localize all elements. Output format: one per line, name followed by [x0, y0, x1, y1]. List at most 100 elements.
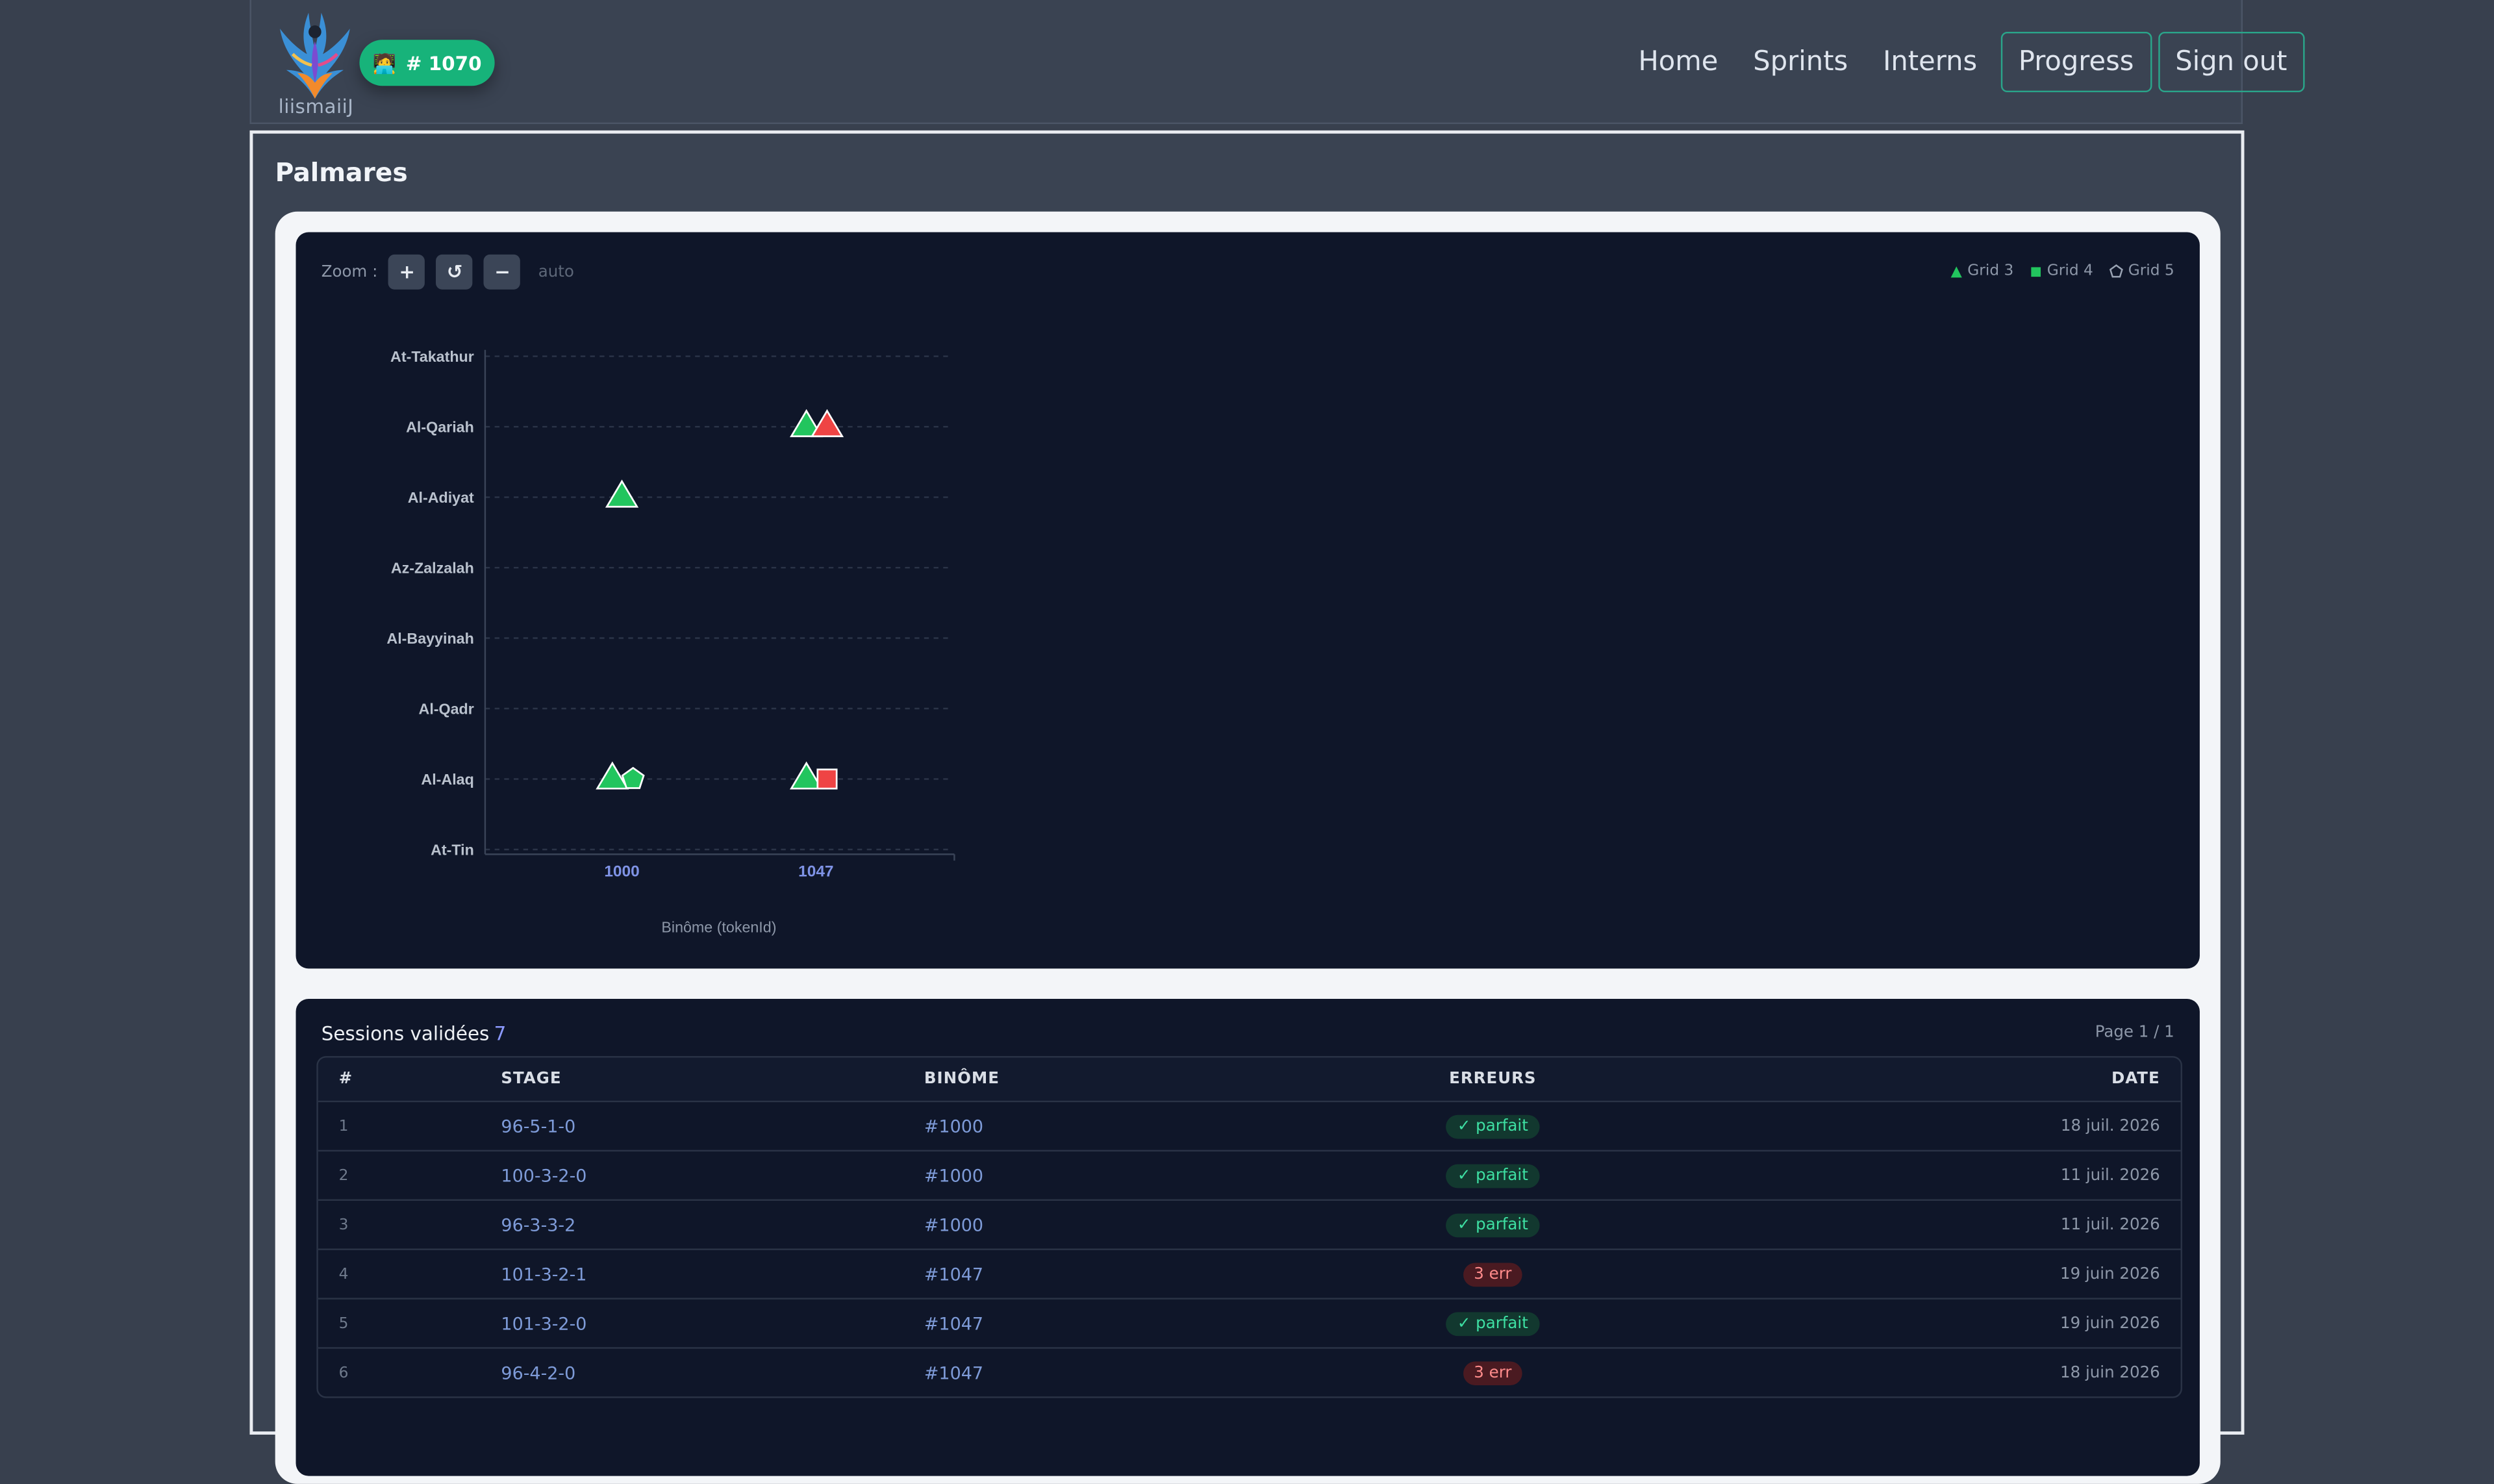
- stage-link[interactable]: 100-3-2-0: [501, 1164, 587, 1186]
- date-cell: 18 juin 2026: [2060, 1364, 2160, 1381]
- data-point-square: [816, 768, 838, 790]
- sessions-title: Sessions validées 7: [321, 1023, 507, 1045]
- main-nav: Home Sprints Interns Progress Sign out: [1621, 31, 2305, 93]
- legend-grid-4[interactable]: Grid 4: [2030, 262, 2093, 280]
- data-point-pentagon: [621, 766, 645, 789]
- y-tick-label: Al-Adiyat: [408, 489, 474, 506]
- y-tick-label: Al-Qariah: [406, 419, 474, 436]
- stage-link[interactable]: 101-3-2-0: [501, 1313, 587, 1334]
- errors-cell: 3 err: [1322, 1361, 1664, 1385]
- top-header: liismaiiJ: [249, 0, 2243, 125]
- logo-text: liismaiiJ: [278, 95, 354, 118]
- data-point-triangle: [605, 479, 639, 508]
- legend-label: Grid 4: [2047, 262, 2093, 281]
- binome-link[interactable]: #1000: [924, 1164, 984, 1186]
- row-number: 2: [338, 1166, 349, 1185]
- legend-label: Grid 3: [1967, 262, 2014, 281]
- col-header-number[interactable]: #: [338, 1070, 353, 1088]
- stage-link[interactable]: 96-5-1-0: [501, 1115, 576, 1137]
- col-header-stage[interactable]: STAGE: [501, 1070, 562, 1088]
- binome-link[interactable]: #1047: [924, 1362, 984, 1383]
- errors-badge: ✓ parfait: [1446, 1311, 1539, 1335]
- errors-cell: 3 err: [1322, 1262, 1664, 1286]
- stage-link[interactable]: 96-3-3-2: [501, 1214, 576, 1235]
- y-tick-label: Al-Qadr: [419, 701, 474, 718]
- user-badge[interactable]: 🧑‍💻 # 1070: [359, 40, 495, 86]
- table-row[interactable]: 2 100-3-2-0 #1000 ✓ parfait 11 juil. 2026: [318, 1150, 2181, 1200]
- errors-cell: ✓ parfait: [1322, 1311, 1664, 1335]
- errors-badge: ✓ parfait: [1446, 1163, 1539, 1188]
- date-cell: 18 juil. 2026: [2060, 1117, 2160, 1135]
- errors-badge: ✓ parfait: [1446, 1213, 1539, 1237]
- pentagon-icon: [2109, 264, 2123, 278]
- row-number: 5: [338, 1314, 349, 1333]
- table-row[interactable]: 5 101-3-2-0 #1047 ✓ parfait 19 juin 2026: [318, 1298, 2181, 1347]
- y-tick-label: Al-Bayyinah: [386, 630, 473, 647]
- col-header-errors[interactable]: ERREURS: [1449, 1070, 1537, 1088]
- nav-sprints[interactable]: Sprints: [1753, 46, 1848, 78]
- data-point-triangle: [596, 761, 629, 790]
- page-info: Page 1 / 1: [2095, 1024, 2174, 1042]
- row-number: 4: [338, 1265, 349, 1283]
- x-tick-label: 1000: [604, 863, 639, 881]
- sessions-count: 7: [494, 1022, 507, 1045]
- zoom-label: Zoom :: [321, 263, 378, 281]
- row-number: 3: [338, 1216, 349, 1234]
- errors-badge: 3 err: [1463, 1262, 1523, 1286]
- errors-badge: 3 err: [1463, 1361, 1523, 1385]
- x-tick-label: 1047: [798, 863, 833, 881]
- legend-label: Grid 5: [2128, 262, 2174, 281]
- phoenix-logo-icon[interactable]: [273, 6, 356, 118]
- zoom-out-button[interactable]: −: [484, 254, 521, 290]
- table-body: 1 96-5-1-0 #1000 ✓ parfait 18 juil. 2026 2 100…: [318, 1100, 2181, 1397]
- scatter-chart: At-Takathur Al-Qariah Al-Adiyat Az-Zalzalah…: [386, 348, 955, 935]
- page-title: Palmares: [275, 157, 408, 188]
- date-cell: 19 juin 2026: [2060, 1314, 2160, 1333]
- data-point-triangle: [810, 409, 844, 438]
- stage-link[interactable]: 101-3-2-1: [501, 1263, 587, 1285]
- data-point-triangle: [790, 761, 824, 790]
- stage-link[interactable]: 96-4-2-0: [501, 1362, 576, 1383]
- zoom-reset-button[interactable]: ↺: [436, 254, 473, 290]
- nav-progress[interactable]: Progress: [2000, 31, 2152, 93]
- nav-interns[interactable]: Interns: [1883, 46, 1978, 78]
- legend-grid-3[interactable]: Grid 3: [1950, 262, 2013, 280]
- binome-link[interactable]: #1047: [924, 1313, 984, 1334]
- errors-cell: ✓ parfait: [1322, 1114, 1664, 1138]
- binome-link[interactable]: #1000: [924, 1115, 984, 1137]
- binome-link[interactable]: #1047: [924, 1263, 984, 1285]
- avatar-icon: 🧑‍💻: [372, 51, 397, 74]
- x-axis-title: Binôme (tokenId): [661, 918, 776, 935]
- table-row[interactable]: 6 96-4-2-0 #1047 3 err 18 juin 2026: [318, 1347, 2181, 1396]
- table-row[interactable]: 4 101-3-2-1 #1047 3 err 19 juin 2026: [318, 1248, 2181, 1298]
- sessions-table: # STAGE BINÔME ERREURS DATE 1 96-5-1-0 #10…: [316, 1056, 2183, 1398]
- triangle-icon: [1950, 265, 1962, 277]
- table-row[interactable]: 3 96-3-3-2 #1000 ✓ parfait 11 juil. 2026: [318, 1199, 2181, 1249]
- nav-sign-out[interactable]: Sign out: [2158, 31, 2305, 93]
- page: liismaiiJ 🧑‍💻 # 1070 Home Sprints Intern…: [249, 0, 2305, 1484]
- table-row[interactable]: 1 96-5-1-0 #1000 ✓ parfait 18 juil. 2026: [318, 1100, 2181, 1150]
- chart-card: At-Takathur Al-Qariah Al-Adiyat Az-Zalzalah…: [296, 232, 2200, 969]
- binome-link[interactable]: #1000: [924, 1214, 984, 1235]
- y-tick-label: At-Takathur: [390, 348, 474, 365]
- user-badge-label: # 1070: [405, 51, 482, 74]
- main-panel: Palmares At-Takathur Al-Qariah Al-Adiyat Az…: [249, 130, 2245, 1484]
- y-tick-label: Az-Zalzalah: [391, 560, 474, 577]
- legend-grid-5[interactable]: Grid 5: [2109, 262, 2174, 280]
- zoom-mode: auto: [538, 263, 574, 281]
- y-tick-label: Al-Alaq: [421, 771, 473, 788]
- date-cell: 19 juin 2026: [2060, 1265, 2160, 1283]
- row-number: 6: [338, 1364, 349, 1381]
- table-header-row: # STAGE BINÔME ERREURS DATE: [318, 1057, 2181, 1101]
- zoom-controls: Zoom : + ↺ − auto: [321, 254, 574, 290]
- errors-badge: ✓ parfait: [1446, 1114, 1539, 1138]
- sessions-title-text: Sessions validées: [321, 1022, 490, 1045]
- content-wrapper: At-Takathur Al-Qariah Al-Adiyat Az-Zalzalah…: [275, 211, 2221, 1484]
- nav-home[interactable]: Home: [1638, 46, 1719, 78]
- col-header-binome[interactable]: BINÔME: [924, 1070, 1000, 1088]
- data-point-triangle: [790, 409, 824, 438]
- zoom-in-button[interactable]: +: [388, 254, 425, 290]
- col-header-date[interactable]: DATE: [2111, 1070, 2160, 1088]
- sessions-card: Sessions validées 7 Page 1 / 1 # STAGE BI…: [296, 998, 2200, 1476]
- date-cell: 11 juil. 2026: [2060, 1166, 2160, 1185]
